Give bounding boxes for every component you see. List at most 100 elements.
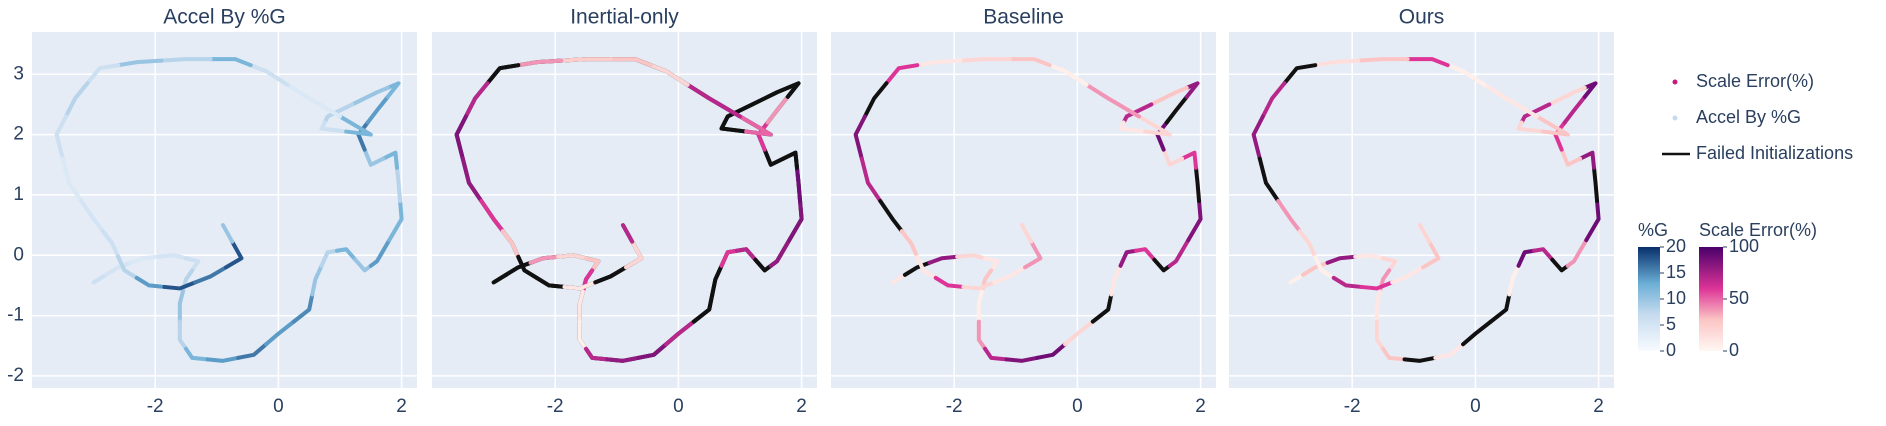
trajectory-segment <box>1297 229 1318 259</box>
trajectory-segment <box>1417 223 1432 244</box>
trajectory-segment <box>933 275 966 289</box>
trajectory-segment <box>734 247 758 262</box>
trajectory-segment <box>1109 263 1123 297</box>
trajectory-segment <box>350 85 390 107</box>
trajectory-segment <box>362 147 386 167</box>
trajectory-segment <box>577 319 588 351</box>
trajectory-segment <box>584 256 601 273</box>
trajectory-segment <box>500 229 521 259</box>
trajectory-segment <box>503 260 533 277</box>
trajectory-segment <box>334 247 358 262</box>
trajectory-segment <box>1381 346 1407 362</box>
trajectory-segment <box>1019 223 1034 244</box>
trajectory-segment <box>765 94 790 125</box>
trajectory-segment <box>534 275 567 289</box>
trajectory-segment <box>1562 94 1587 125</box>
x-tick-label: 2 <box>796 396 807 417</box>
trajectory-segment <box>1313 254 1336 280</box>
trajectory-segment <box>961 280 997 291</box>
trajectory-segment <box>719 248 739 268</box>
y-tick-label: 2 <box>13 124 24 145</box>
trajectory-segment <box>853 114 867 161</box>
trajectory-segment <box>593 265 629 285</box>
trajectory-segment <box>91 272 108 285</box>
trajectory-segment <box>794 165 803 203</box>
trajectory-segment <box>60 156 84 203</box>
trajectory-segment <box>134 275 167 289</box>
trajectory-segment <box>1461 319 1493 347</box>
trajectory-segment <box>291 292 315 324</box>
trajectory-segment <box>1004 355 1040 363</box>
panel-title: Accel By %G <box>163 6 286 29</box>
trajectory-segment <box>1118 120 1148 134</box>
trajectory-segment <box>516 58 564 68</box>
trajectory-segment <box>976 319 987 351</box>
trajectory-segment <box>184 256 201 273</box>
trajectory-segment <box>463 81 490 119</box>
trajectory-segment <box>902 260 932 277</box>
legend-label: Scale Error(%) <box>1696 71 1814 91</box>
trajectory-segment <box>1325 254 1358 265</box>
trajectory-segment <box>1282 63 1318 86</box>
trajectory-segment <box>491 272 508 285</box>
trajectory-segment <box>556 253 588 261</box>
trajectory-segment <box>116 254 139 280</box>
legend-label: Failed Initializations <box>1696 143 1853 163</box>
trajectory-segment <box>884 63 920 86</box>
x-tick-label: -2 <box>1344 396 1361 417</box>
trajectory-segment <box>79 198 105 234</box>
trajectory-segment <box>862 81 889 119</box>
trajectory-segment <box>624 239 644 270</box>
trajectory-segment <box>976 289 984 324</box>
trajectory-segment <box>1374 319 1385 351</box>
trajectory-segment <box>1300 260 1330 277</box>
trajectory-segment <box>636 342 669 360</box>
trajectory-segment <box>899 229 920 259</box>
trajectory-segment <box>1260 81 1287 119</box>
trajectory-segment <box>454 114 468 161</box>
trajectory-segment <box>338 114 373 137</box>
trajectory-segment <box>1167 238 1191 268</box>
x-tick-label: 2 <box>396 396 407 417</box>
trajectory-segment <box>220 223 235 244</box>
colorbar-tick-label: 20 <box>1666 236 1686 256</box>
trajectory-segment <box>310 263 324 297</box>
trajectory-segment <box>208 57 253 68</box>
trajectory-segment <box>322 102 355 125</box>
trajectory-segment <box>1184 81 1200 99</box>
trajectory-segment <box>1180 150 1198 170</box>
x-tick-label: 0 <box>1470 396 1481 417</box>
trajectory-segment <box>128 254 161 265</box>
plot-area <box>32 32 417 388</box>
trajectory-segment <box>528 254 561 265</box>
trajectory-segment <box>577 289 585 324</box>
trajectory-segment <box>685 82 742 119</box>
trajectory-segment <box>162 280 198 291</box>
trajectory-segment <box>319 120 349 134</box>
trajectory-segment <box>100 229 121 259</box>
trajectory-segment <box>1023 239 1043 270</box>
trajectory-segment <box>927 254 960 265</box>
trajectory-segment <box>1257 156 1281 203</box>
plot-area <box>1229 32 1614 388</box>
trajectory-segment <box>890 272 907 285</box>
trajectory-segment <box>85 63 121 86</box>
trajectory-segment <box>1516 248 1536 268</box>
trajectory-segment <box>1090 292 1114 324</box>
trajectory-segment <box>1084 82 1141 119</box>
trajectory-segment <box>1164 94 1189 125</box>
trajectory-segment <box>116 58 164 68</box>
y-tick-label: -2 <box>7 365 24 386</box>
trajectory-segment <box>562 280 598 291</box>
y-tick-label: 0 <box>13 244 24 265</box>
colorbar <box>1638 247 1660 351</box>
trajectory-segment <box>1405 57 1450 68</box>
trajectory-segment <box>385 81 401 99</box>
trajectory-segment <box>664 319 696 347</box>
trajectory-segment <box>1582 81 1598 99</box>
colorbar-tick-label: 15 <box>1666 262 1686 282</box>
legend-swatch <box>1672 79 1678 85</box>
trajectory-segment <box>387 198 404 243</box>
trajectory-segment <box>955 253 987 261</box>
trajectory-segment <box>915 58 963 68</box>
